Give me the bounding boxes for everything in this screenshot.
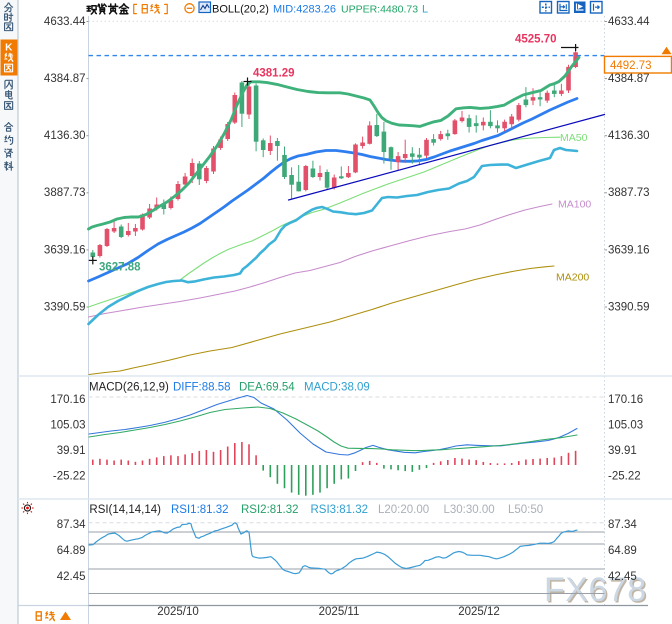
svg-text:2025/10: 2025/10 <box>157 606 199 618</box>
svg-text:L50:50: L50:50 <box>508 504 543 516</box>
svg-text:39.91: 39.91 <box>608 445 637 457</box>
svg-text:4633.44: 4633.44 <box>44 16 86 28</box>
svg-text:RSI3:81.32: RSI3:81.32 <box>311 504 369 516</box>
svg-text:MACD:38.09: MACD:38.09 <box>304 382 370 394</box>
svg-text:K: K <box>5 43 13 54</box>
svg-text:3627.88: 3627.88 <box>99 262 141 274</box>
svg-text:3639.16: 3639.16 <box>44 244 86 256</box>
svg-text:MA200: MA200 <box>556 272 589 284</box>
svg-text:-25.22: -25.22 <box>53 470 86 482</box>
svg-text:MID:4283.26: MID:4283.26 <box>273 3 336 15</box>
svg-text:3887.73: 3887.73 <box>608 187 650 199</box>
svg-text:105.03: 105.03 <box>608 419 643 431</box>
svg-text:42.45: 42.45 <box>608 571 637 583</box>
svg-text:3639.16: 3639.16 <box>608 244 650 256</box>
svg-text:DIFF:88.58: DIFF:88.58 <box>173 382 231 394</box>
svg-text:4384.87: 4384.87 <box>44 73 86 85</box>
svg-text:3390.59: 3390.59 <box>44 301 86 313</box>
svg-text:4633.44: 4633.44 <box>608 16 650 28</box>
svg-text:-25.22: -25.22 <box>608 470 641 482</box>
svg-text:4136.30: 4136.30 <box>44 130 86 142</box>
svg-text:87.34: 87.34 <box>608 519 637 531</box>
svg-text:4381.29: 4381.29 <box>253 68 295 80</box>
svg-text:RSI2:81.32: RSI2:81.32 <box>241 504 299 516</box>
svg-text:3390.59: 3390.59 <box>608 301 650 313</box>
svg-text:87.34: 87.34 <box>57 519 86 531</box>
svg-text:DEA:69.54: DEA:69.54 <box>239 382 295 394</box>
svg-text:RSI1:81.32: RSI1:81.32 <box>171 504 229 516</box>
svg-text:2025/12: 2025/12 <box>458 606 500 618</box>
svg-text:L20:20.00: L20:20.00 <box>378 504 429 516</box>
svg-text:170.16: 170.16 <box>50 394 85 406</box>
svg-text:UPPER:4480.73: UPPER:4480.73 <box>341 3 418 15</box>
svg-text:FX678: FX678 <box>546 573 649 611</box>
svg-text:4384.87: 4384.87 <box>608 73 650 85</box>
svg-text:L: L <box>422 3 428 15</box>
svg-text:4525.70: 4525.70 <box>515 34 557 46</box>
svg-text:64.89: 64.89 <box>57 545 86 557</box>
svg-text:4492.73: 4492.73 <box>610 60 652 72</box>
svg-text:MACD(26,12,9): MACD(26,12,9) <box>89 382 169 394</box>
svg-text:42.45: 42.45 <box>57 571 86 583</box>
svg-text:64.89: 64.89 <box>608 545 637 557</box>
svg-text:2025/11: 2025/11 <box>319 606 360 618</box>
svg-text:MA100: MA100 <box>558 199 591 211</box>
svg-text:RSI(14,14,14): RSI(14,14,14) <box>89 504 161 516</box>
svg-text:39.91: 39.91 <box>57 445 86 457</box>
svg-text:FX678: FX678 <box>544 571 647 609</box>
svg-text:3887.73: 3887.73 <box>44 187 86 199</box>
svg-text:BOLL(20,2): BOLL(20,2) <box>212 3 269 15</box>
svg-text:105.03: 105.03 <box>50 419 85 431</box>
svg-text:MA50: MA50 <box>560 132 588 144</box>
svg-text:4136.30: 4136.30 <box>608 130 650 142</box>
svg-text:L30:30.00: L30:30.00 <box>444 504 495 516</box>
svg-text:170.16: 170.16 <box>608 394 643 406</box>
